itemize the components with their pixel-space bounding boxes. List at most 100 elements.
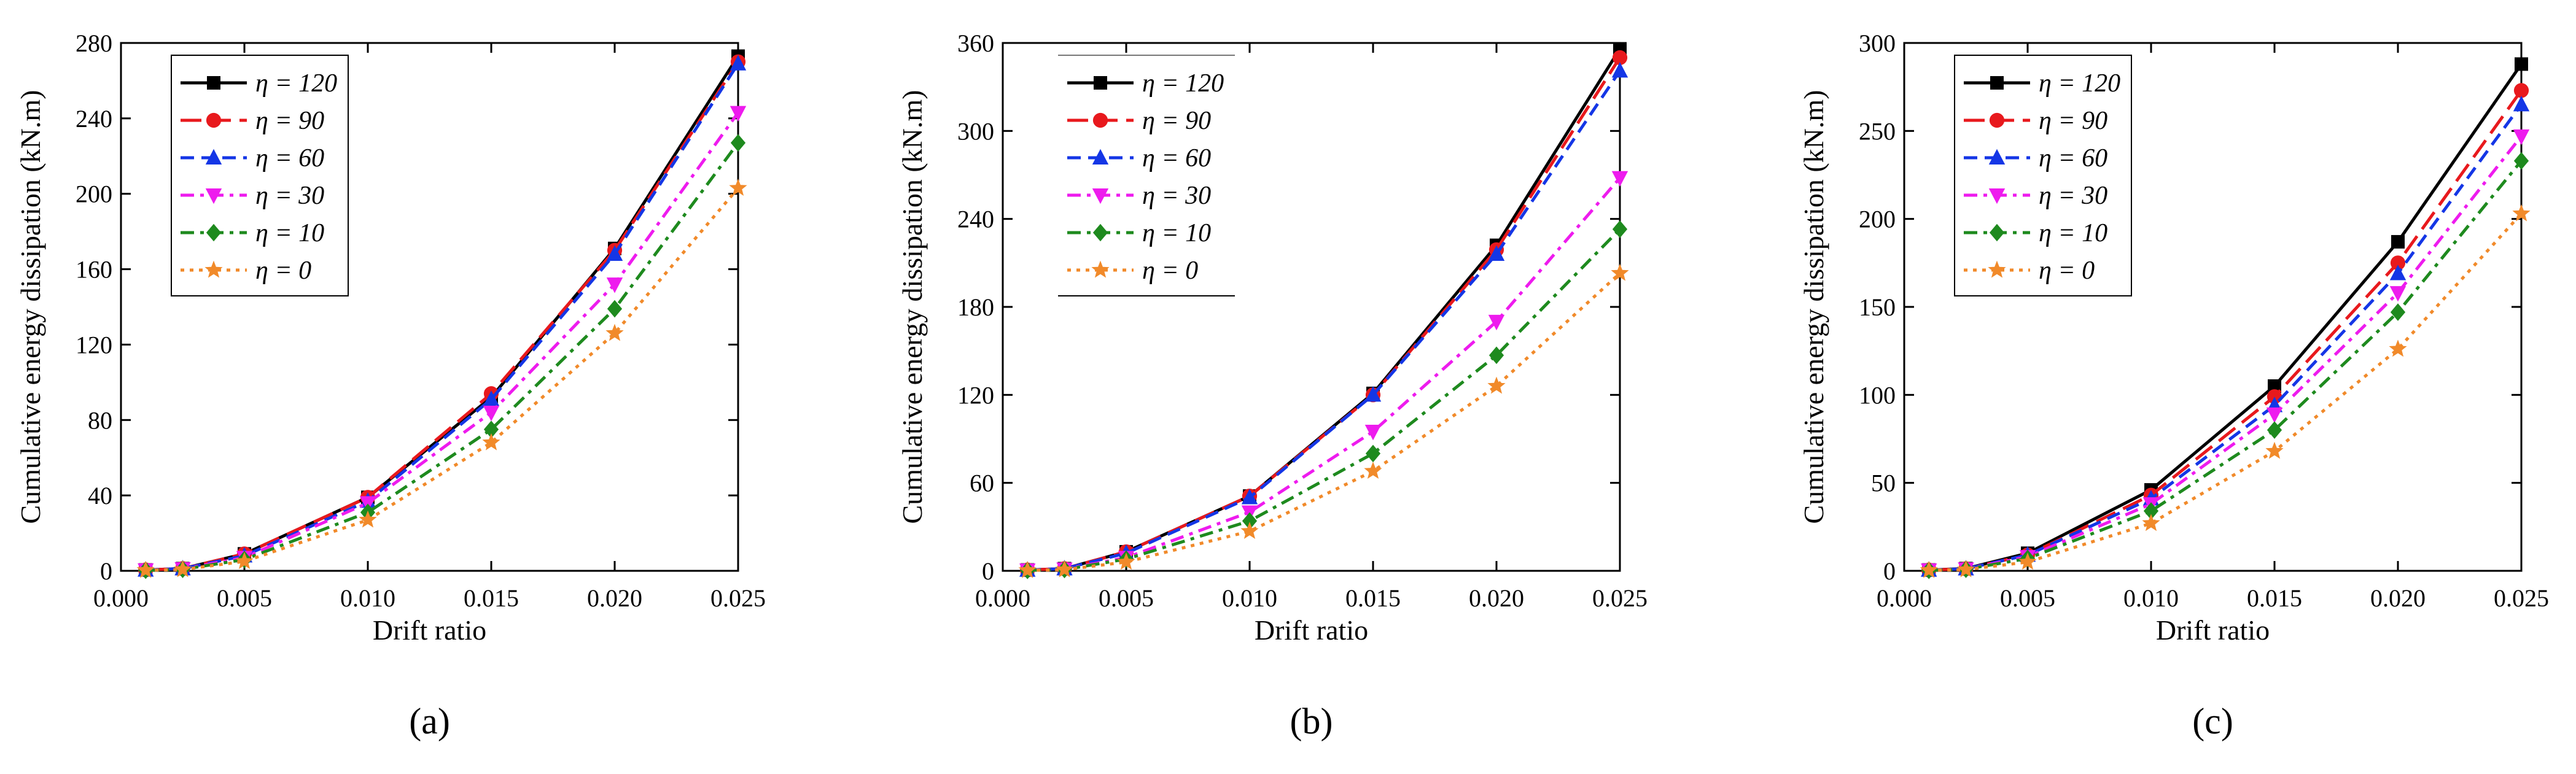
data-point	[1018, 560, 1037, 578]
data-point	[2515, 57, 2528, 71]
legend: η = 120 η = 90 η = 60 η = 30 η = 10 η = 0	[171, 55, 349, 296]
data-point	[2018, 552, 2037, 570]
y-tick-label: 200	[76, 180, 112, 208]
legend-label: η = 0	[255, 257, 311, 285]
chart-panel-c: 0.000 0.005 0.010 0.015 0.020 0.025 0 50 100 150 2…	[1798, 29, 2549, 741]
y-tick-label: 250	[1859, 117, 1896, 145]
x-axis-label: Drift ratio	[2156, 614, 2270, 646]
x-tick-label: 0.015	[2247, 584, 2302, 612]
data-point	[1488, 245, 1505, 261]
legend-label: η = 60	[255, 144, 324, 172]
legend-marker-swatch	[1989, 223, 2005, 242]
legend-item-90: η = 90	[181, 107, 324, 135]
y-tick-label: 50	[1871, 470, 1896, 497]
data-point	[2143, 502, 2159, 520]
data-point	[606, 277, 623, 293]
legend-marker-swatch	[1092, 188, 1109, 204]
x-tick-label: 0.000	[1877, 584, 1932, 612]
legend-marker-swatch	[206, 112, 222, 128]
legend-item-90: η = 90	[1964, 107, 2107, 135]
legend-marker-swatch	[1091, 260, 1110, 278]
legend-label: η = 0	[1142, 257, 1198, 285]
data-point	[1365, 444, 1381, 463]
legend-marker-swatch	[1989, 112, 2005, 128]
data-point	[1612, 50, 1628, 65]
legend-box	[1954, 55, 2132, 296]
y-tick-label: 100	[1859, 381, 1896, 409]
data-point	[1117, 552, 1135, 570]
legend-label: η = 120	[255, 69, 337, 98]
data-point	[1611, 263, 1629, 281]
x-tick-label: 0.020	[1469, 584, 1524, 612]
legend-item-30: η = 30	[1067, 182, 1211, 210]
x-axis-label: Drift ratio	[1255, 614, 1368, 646]
legend-item-30: η = 30	[181, 182, 324, 210]
series-0	[1920, 204, 2531, 578]
data-point	[1612, 220, 1628, 238]
data-point	[1956, 560, 1975, 578]
data-point	[1240, 522, 1259, 539]
y-tick-label: 300	[957, 117, 994, 145]
x-tick-label: 0.010	[340, 584, 395, 612]
y-tick-label: 40	[88, 482, 112, 509]
data-point	[2390, 255, 2406, 271]
legend-label: η = 30	[255, 182, 324, 210]
x-tick-label: 0.010	[1222, 584, 1277, 612]
data-point	[1364, 462, 1382, 479]
legend-label: η = 90	[255, 107, 324, 135]
data-point	[2142, 514, 2160, 532]
x-tick-label: 0.020	[587, 584, 642, 612]
legend-item-120: η = 120	[1964, 69, 2120, 98]
y-tick-label: 160	[76, 256, 112, 284]
data-point	[173, 560, 192, 578]
y-tick-label: 0	[982, 557, 994, 585]
data-point	[2390, 303, 2406, 321]
legend-item-10: η = 10	[181, 219, 324, 247]
data-point	[1488, 346, 1504, 365]
data-point	[2389, 339, 2407, 357]
legend-box	[1058, 55, 1235, 296]
panel-label: (b)	[1290, 701, 1333, 741]
y-axis-label: Cumulative energy dissipation (kN.m)	[1798, 90, 1829, 524]
data-point	[1611, 171, 1628, 187]
legend-label: η = 90	[2039, 107, 2107, 135]
data-point	[730, 55, 747, 71]
data-point	[2265, 441, 2284, 459]
legend-label: η = 120	[1142, 69, 1224, 98]
legend-label: η = 30	[2039, 182, 2107, 210]
data-point	[483, 406, 500, 422]
x-tick-label: 0.020	[2370, 584, 2426, 612]
x-tick-label: 0.015	[464, 584, 519, 612]
y-tick-label: 150	[1859, 293, 1896, 321]
data-point	[1055, 560, 1074, 578]
data-point	[1488, 314, 1505, 331]
series-0	[1018, 263, 1629, 578]
y-tick-label: 120	[957, 381, 994, 409]
legend-item-0: η = 0	[1067, 257, 1198, 285]
data-point	[606, 245, 623, 261]
data-point	[729, 179, 747, 196]
panel-label: (c)	[2192, 701, 2233, 741]
y-axis-label: Cumulative energy dissipation (kN.m)	[15, 90, 46, 524]
data-point	[136, 560, 155, 578]
legend-marker-swatch	[205, 188, 222, 204]
legend-item-60: η = 60	[1067, 144, 1211, 172]
series-line	[1027, 272, 1621, 572]
y-tick-label: 360	[957, 29, 994, 57]
data-point	[1611, 62, 1628, 78]
x-tick-label: 0.025	[710, 584, 766, 612]
chart-panel-a: 0.000 0.005 0.010 0.015 0.020 0.025 0 40 80 120 16…	[15, 29, 766, 741]
data-point	[1364, 425, 1382, 441]
legend-item-60: η = 60	[1964, 144, 2107, 172]
x-tick-label: 0.000	[93, 584, 149, 612]
legend-marker-swatch	[1094, 76, 1107, 90]
data-point	[2267, 421, 2282, 439]
legend-marker-swatch	[1092, 112, 1108, 128]
legend: η = 120 η = 90 η = 60 η = 30 η = 10 η = 0	[1058, 55, 1235, 296]
y-tick-label: 240	[76, 105, 112, 133]
legend-marker-swatch	[1988, 188, 2006, 204]
legend-marker-swatch	[207, 76, 220, 90]
data-point	[1364, 386, 1382, 402]
data-point	[2391, 234, 2405, 249]
x-axis-label: Drift ratio	[373, 614, 486, 646]
